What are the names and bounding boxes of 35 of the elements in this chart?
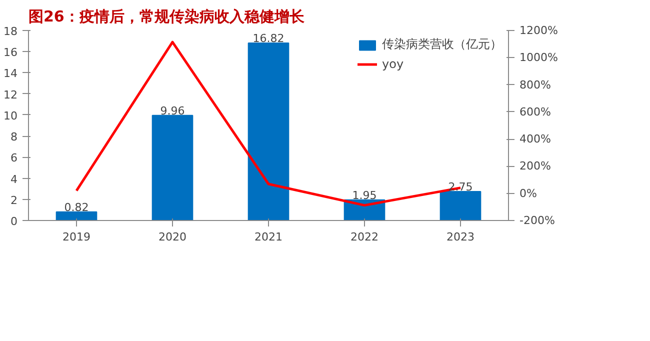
bar — [56, 211, 98, 220]
y2-tick-label: 0% — [520, 186, 537, 200]
y2-tick-label: -200% — [520, 214, 555, 227]
data-label: 16.82 — [252, 32, 284, 45]
x-tick-label: 2020 — [158, 230, 187, 244]
y-tick-label: 18 — [4, 25, 18, 38]
chart-title: 图26：疫情后，常规传染病收入稳健增长 — [28, 8, 306, 26]
y-tick-label: 0 — [10, 215, 18, 228]
y-tick-label: 4 — [10, 172, 18, 186]
y-tick-label: 6 — [10, 152, 18, 165]
x-tick-label: 2019 — [62, 230, 91, 244]
data-label: 2.75 — [448, 180, 473, 194]
data-label: 1.95 — [352, 188, 377, 202]
y2-tick-label: 1000% — [520, 51, 558, 64]
y2-tick-label: 200% — [520, 160, 551, 173]
legend-label: 传染病类营收（亿元） — [382, 36, 502, 53]
legend-label: yoy — [382, 57, 404, 71]
x-tick-label: 2021 — [254, 230, 283, 244]
y2-tick-label: 1200% — [520, 24, 558, 37]
y2-tick-label: 400% — [520, 132, 551, 146]
x-tick-label: 2022 — [350, 230, 379, 244]
bar — [440, 190, 482, 220]
y-tick-label: 2 — [10, 194, 18, 207]
bar — [248, 42, 290, 220]
bar — [152, 114, 194, 220]
y-tick-label: 16 — [4, 46, 18, 60]
y2-tick-label: 800% — [520, 78, 551, 92]
data-label: 9.96 — [160, 104, 185, 118]
y-tick-label: 10 — [4, 109, 18, 122]
y-tick-label: 12 — [4, 88, 18, 102]
data-label: 0.82 — [64, 200, 89, 214]
y-tick-label: 14 — [4, 67, 18, 80]
y-tick-label: 8 — [10, 130, 18, 144]
x-tick-label: 2023 — [446, 230, 475, 244]
y2-tick-label: 600% — [520, 105, 551, 118]
